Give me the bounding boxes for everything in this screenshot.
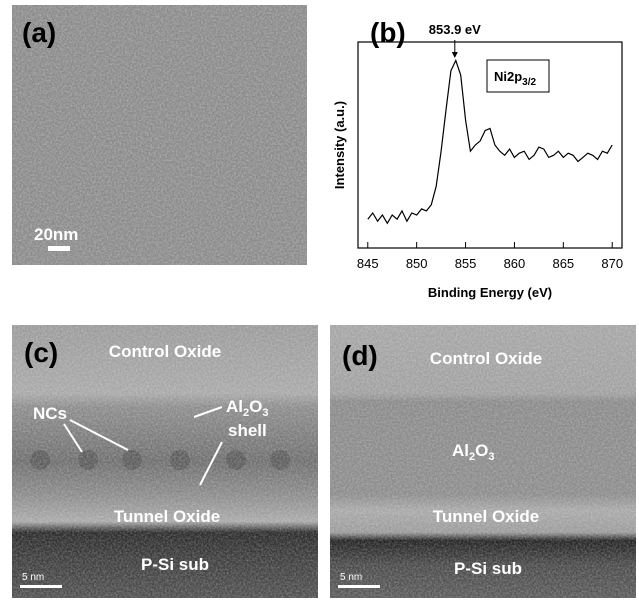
scale-bar (338, 585, 380, 588)
layer-label: Control Oxide (109, 342, 221, 361)
legend-text-sub: 3/2 (522, 77, 536, 88)
x-tick-label: 845 (357, 256, 379, 271)
layer-label: Tunnel Oxide (114, 507, 220, 526)
scale-bar-label: 5 nm (340, 572, 362, 583)
panel-label: (c) (24, 337, 58, 368)
layer-label: Tunnel Oxide (433, 507, 539, 526)
peak-arrowhead (452, 52, 458, 58)
x-tick-label: 855 (455, 256, 477, 271)
legend-text-main: Ni2p (494, 69, 522, 84)
panel-b: (b) Binding Energy (eV) Intensity (a.u.)… (332, 17, 623, 300)
panel-a: (a) 20nm (12, 5, 307, 265)
y-axis-label: Intensity (a.u.) (332, 101, 347, 189)
formula-part: Al (226, 397, 243, 416)
formula-part: Al (452, 441, 469, 460)
scale-bar-label: 5 nm (22, 572, 44, 583)
x-axis-label: Binding Energy (eV) (428, 285, 552, 300)
panel-c: (c) Control Oxide NCs Al2O3 shell Tunnel… (12, 325, 318, 598)
formula-part: O (475, 441, 488, 460)
scale-bar-label: 20nm (34, 225, 78, 244)
figure: (a) 20nm (b) Binding Energy (eV) Intensi… (0, 0, 639, 600)
layer-label: Control Oxide (430, 349, 542, 368)
formula-part: O (249, 397, 262, 416)
annotation: shell (228, 421, 267, 440)
formula-part: 3 (488, 451, 494, 463)
scale-bar (20, 585, 62, 588)
peak-annotation: 853.9 eV (429, 22, 481, 37)
panel-label: (b) (370, 17, 406, 48)
x-tick-label: 865 (552, 256, 574, 271)
formula-part: 3 (262, 407, 268, 419)
panel-label: (a) (22, 17, 56, 48)
scale-bar (48, 246, 70, 251)
annotation: NCs (33, 404, 67, 423)
panel-label: (d) (342, 340, 378, 371)
x-tick-label: 860 (504, 256, 526, 271)
x-tick-label: 850 (406, 256, 428, 271)
layer-label: P-Si sub (454, 559, 522, 578)
layer-label: P-Si sub (141, 555, 209, 574)
panel-d: (d) Control Oxide Al2O3 Tunnel Oxide P-S… (330, 325, 636, 598)
x-tick-label: 870 (601, 256, 623, 271)
